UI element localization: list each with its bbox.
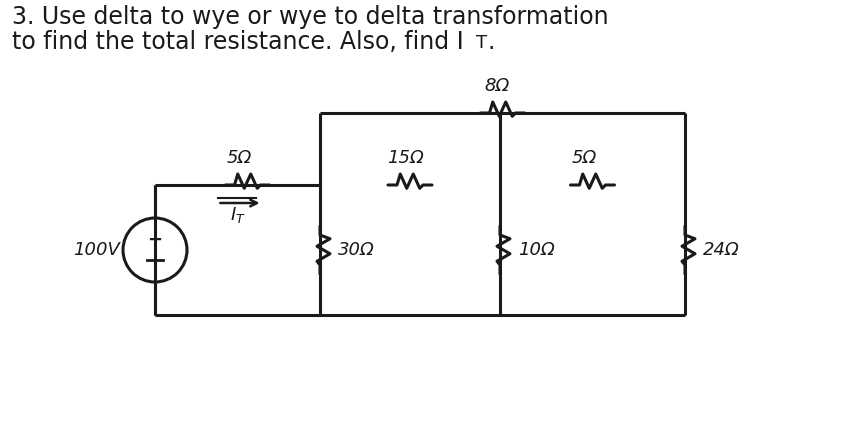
Text: T: T (476, 34, 487, 52)
Text: to find the total resistance. Also, find I: to find the total resistance. Also, find… (12, 30, 464, 54)
Text: 15Ω: 15Ω (387, 149, 423, 167)
Text: 3. Use delta to wye or wye to delta transformation: 3. Use delta to wye or wye to delta tran… (12, 5, 609, 29)
Text: 100V: 100V (73, 241, 121, 259)
Text: 5Ω: 5Ω (227, 149, 252, 167)
Text: .: . (487, 30, 494, 54)
Text: 30Ω: 30Ω (338, 241, 375, 259)
Text: 8Ω: 8Ω (485, 77, 510, 95)
Text: 10Ω: 10Ω (518, 241, 555, 259)
Text: $I_T$: $I_T$ (229, 205, 245, 225)
Text: 24Ω: 24Ω (703, 241, 740, 259)
Text: +: + (148, 231, 163, 249)
Text: 5Ω: 5Ω (572, 149, 597, 167)
